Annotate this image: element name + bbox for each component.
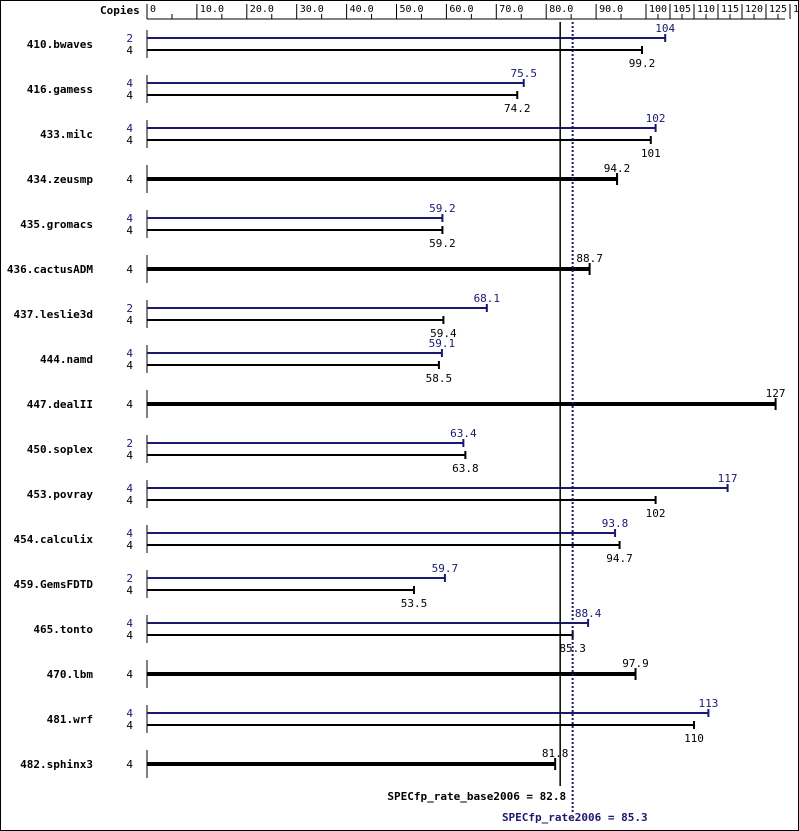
axis-tick-label: 115 [721,4,739,15]
peak-value-459-gemsfdtd: 59.7 [432,562,459,575]
base-value-465-tonto: 85.3 [559,642,586,655]
benchmark-label-435-gromacs: 435.gromacs [20,218,93,231]
base-value-482-sphinx3: 81.8 [542,747,569,760]
base-value-437-leslie3d: 59.4 [430,327,457,340]
axis-tick-label: 0 [150,4,156,15]
base-copies-435-gromacs: 4 [126,224,133,237]
axis-tick-label: 80.0 [549,4,573,15]
base-copies-454-calculix: 4 [126,539,133,552]
base-copies-444-namd: 4 [126,359,133,372]
base-value-481-wrf: 110 [684,732,704,745]
peak-copies-465-tonto: 4 [126,617,133,630]
base-copies-450-soplex: 4 [126,449,133,462]
base-copies-470-lbm: 4 [126,668,133,681]
benchmark-label-481-wrf: 481.wrf [47,713,93,726]
benchmark-label-437-leslie3d: 437.leslie3d [14,308,93,321]
base-copies-433-milc: 4 [126,134,133,147]
base-copies-482-sphinx3: 4 [126,758,133,771]
base-value-410-bwaves: 99.2 [629,57,656,70]
benchmark-label-444-namd: 444.namd [40,353,93,366]
benchmark-label-447-dealii: 447.dealII [27,398,93,411]
peak-summary-label: SPECfp_rate2006 = 85.3 [502,811,648,824]
base-value-434-zeusmp: 94.2 [604,162,631,175]
axis-tick-label: 90.0 [599,4,623,15]
peak-copies-444-namd: 4 [126,347,133,360]
base-value-444-namd: 58.5 [426,372,453,385]
base-copies-447-dealii: 4 [126,398,133,411]
benchmark-label-465-tonto: 465.tonto [33,623,93,636]
benchmark-label-453-povray: 453.povray [27,488,94,501]
base-value-470-lbm: 97.9 [622,657,649,670]
benchmark-label-433-milc: 433.milc [40,128,93,141]
base-value-459-gemsfdtd: 53.5 [401,597,428,610]
peak-copies-410-bwaves: 2 [126,32,133,45]
peak-value-433-milc: 102 [646,112,666,125]
peak-copies-454-calculix: 4 [126,527,133,540]
base-summary-label: SPECfp_rate_base2006 = 82.8 [387,790,566,803]
benchmark-label-470-lbm: 470.lbm [47,668,94,681]
base-value-433-milc: 101 [641,147,661,160]
base-copies-416-gamess: 4 [126,89,133,102]
benchmark-label-482-sphinx3: 482.sphinx3 [20,758,93,771]
base-value-436-cactusadm: 88.7 [576,252,603,265]
base-copies-436-cactusadm: 4 [126,263,133,276]
peak-value-437-leslie3d: 68.1 [474,292,501,305]
axis-tick-label: 50.0 [400,4,424,15]
axis-tick-label: 10.0 [200,4,224,15]
base-copies-437-leslie3d: 4 [126,314,133,327]
benchmark-label-459-gemsfdtd: 459.GemsFDTD [14,578,94,591]
peak-value-453-povray: 117 [718,472,738,485]
peak-value-450-soplex: 63.4 [450,427,477,440]
peak-copies-435-gromacs: 4 [126,212,133,225]
benchmark-label-450-soplex: 450.soplex [27,443,94,456]
axis-tick-label: 105 [673,4,691,15]
peak-value-481-wrf: 113 [698,697,718,710]
peak-copies-481-wrf: 4 [126,707,133,720]
base-value-453-povray: 102 [646,507,666,520]
peak-value-416-gamess: 75.5 [510,67,537,80]
peak-copies-437-leslie3d: 2 [126,302,133,315]
base-copies-465-tonto: 4 [126,629,133,642]
peak-value-465-tonto: 88.4 [575,607,602,620]
axis-tick-label: 40.0 [350,4,374,15]
base-value-447-dealii: 127 [766,387,786,400]
benchmark-label-416-gamess: 416.gamess [27,83,93,96]
base-copies-481-wrf: 4 [126,719,133,732]
benchmark-label-434-zeusmp: 434.zeusmp [27,173,94,186]
axis-tick-label: 70.0 [499,4,523,15]
base-copies-453-povray: 4 [126,494,133,507]
peak-copies-453-povray: 4 [126,482,133,495]
axis-tick-label: 20.0 [250,4,274,15]
peak-copies-416-gamess: 4 [126,77,133,90]
axis-tick-label: 110 [697,4,715,15]
base-copies-434-zeusmp: 4 [126,173,133,186]
base-value-454-calculix: 94.7 [606,552,633,565]
axis-tick-label: 125 [769,4,787,15]
peak-value-454-calculix: 93.8 [602,517,629,530]
peak-copies-459-gemsfdtd: 2 [126,572,133,585]
peak-value-410-bwaves: 104 [655,22,675,35]
axis-tick-label: 30.0 [300,4,324,15]
axis-tick-label: 120 [745,4,763,15]
benchmark-label-454-calculix: 454.calculix [14,533,94,546]
axis-tick-label: 130 [793,4,799,15]
benchmark-label-410-bwaves: 410.bwaves [27,38,93,51]
benchmark-label-436-cactusadm: 436.cactusADM [7,263,93,276]
axis-label-copies: Copies [100,4,140,17]
base-value-416-gamess: 74.2 [504,102,531,115]
peak-copies-433-milc: 4 [126,122,133,135]
peak-value-444-namd: 59.1 [429,337,456,350]
base-copies-410-bwaves: 4 [126,44,133,57]
axis-tick-label: 100 [649,4,667,15]
peak-copies-450-soplex: 2 [126,437,133,450]
axis-tick-label: 60.0 [449,4,473,15]
base-value-450-soplex: 63.8 [452,462,479,475]
peak-value-435-gromacs: 59.2 [429,202,456,215]
base-value-435-gromacs: 59.2 [429,237,456,250]
base-copies-459-gemsfdtd: 4 [126,584,133,597]
